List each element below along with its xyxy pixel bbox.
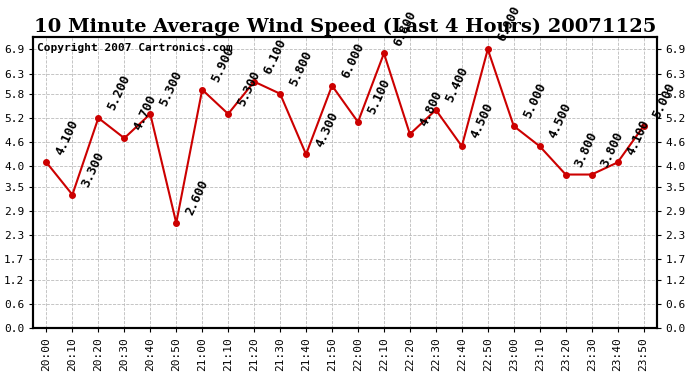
- Text: Copyright 2007 Cartronics.com: Copyright 2007 Cartronics.com: [37, 43, 233, 53]
- Text: 6.000: 6.000: [339, 40, 366, 80]
- Text: 5.200: 5.200: [106, 73, 133, 112]
- Text: 3.300: 3.300: [79, 150, 107, 189]
- Text: 5.800: 5.800: [287, 49, 315, 88]
- Text: 6.800: 6.800: [391, 8, 419, 48]
- Text: 2.600: 2.600: [183, 178, 211, 218]
- Text: 4.100: 4.100: [53, 117, 81, 157]
- Text: 5.000: 5.000: [521, 81, 549, 120]
- Text: 4.800: 4.800: [417, 89, 444, 129]
- Text: 3.800: 3.800: [573, 129, 600, 169]
- Text: 6.100: 6.100: [261, 37, 288, 76]
- Text: 5.000: 5.000: [651, 81, 678, 120]
- Text: 6.900: 6.900: [495, 4, 522, 44]
- Text: 3.800: 3.800: [599, 129, 627, 169]
- Title: 10 Minute Average Wind Speed (Last 4 Hours) 20071125: 10 Minute Average Wind Speed (Last 4 Hou…: [34, 17, 656, 36]
- Text: 4.500: 4.500: [469, 101, 496, 141]
- Text: 5.100: 5.100: [365, 77, 393, 117]
- Text: 4.300: 4.300: [313, 109, 341, 149]
- Text: 4.100: 4.100: [624, 117, 652, 157]
- Text: 4.700: 4.700: [131, 93, 159, 133]
- Text: 4.500: 4.500: [546, 101, 574, 141]
- Text: 5.900: 5.900: [209, 45, 237, 84]
- Text: 5.300: 5.300: [157, 69, 185, 108]
- Text: 5.300: 5.300: [235, 69, 263, 108]
- Text: 5.400: 5.400: [443, 65, 471, 104]
